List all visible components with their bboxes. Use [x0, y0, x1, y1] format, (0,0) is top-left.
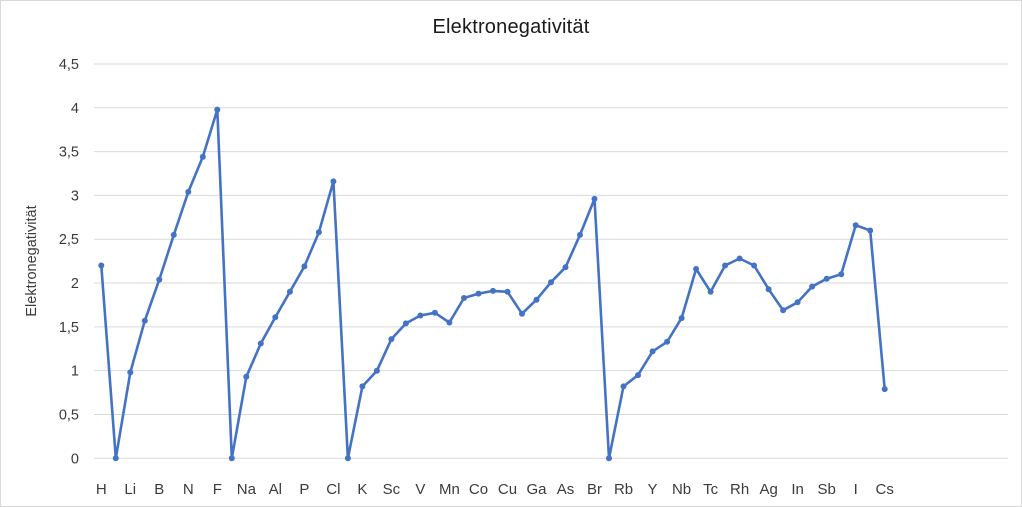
data-point: [228, 455, 235, 462]
x-tick-label: B: [154, 481, 164, 498]
data-point: [257, 340, 264, 347]
data-point: [548, 279, 554, 286]
data-point: [678, 315, 685, 322]
data-point: [461, 295, 467, 301]
data-point: [170, 231, 177, 238]
y-tick-label: 0,5: [59, 407, 79, 423]
data-point: [881, 386, 888, 393]
x-tick-label: Sb: [817, 481, 835, 498]
x-tick-label: I: [854, 481, 858, 498]
data-point: [823, 275, 830, 282]
x-tick-label: N: [183, 481, 194, 498]
x-tick-label: Ag: [759, 481, 777, 498]
x-tick-label: Cs: [876, 481, 894, 498]
data-point: [185, 188, 192, 195]
x-tick-label: Ga: [526, 481, 547, 498]
x-tick-label: Tc: [703, 481, 719, 498]
data-point: [301, 263, 308, 270]
data-point: [156, 276, 163, 283]
y-tick-label: 3: [71, 188, 79, 204]
x-tick-label: F: [213, 481, 222, 498]
data-point: [359, 383, 366, 390]
data-point: [562, 264, 569, 271]
y-tick-label: 2,5: [59, 232, 79, 248]
x-tick-label: Nb: [672, 481, 691, 498]
x-tick-label: K: [357, 481, 367, 498]
x-tick-label: Rb: [614, 481, 633, 498]
data-point: [402, 320, 409, 327]
x-tick-label: V: [415, 481, 425, 498]
x-tick-label: Li: [124, 481, 136, 498]
x-tick-label: Na: [237, 481, 257, 498]
x-tick-label: Co: [469, 481, 488, 498]
y-tick-label: 1,5: [59, 320, 79, 336]
data-point: [417, 312, 424, 319]
x-tick-label: Cu: [498, 481, 517, 498]
data-point: [577, 231, 583, 238]
x-tick-label: H: [96, 481, 107, 498]
data-point: [780, 307, 787, 314]
chart-title: Elektronegativität: [432, 16, 590, 38]
data-point: [519, 310, 525, 317]
data-point: [664, 338, 671, 345]
data-point: [431, 309, 438, 316]
data-point: [707, 288, 714, 295]
data-point: [867, 227, 874, 234]
data-point: [693, 266, 700, 272]
data-point: [214, 106, 221, 113]
data-point: [272, 314, 279, 321]
data-point: [127, 369, 134, 376]
data-point: [373, 367, 380, 374]
x-tick-label: Sc: [383, 481, 401, 498]
data-point: [852, 222, 859, 229]
y-tick-label: 4: [71, 101, 79, 117]
data-point: [243, 373, 250, 380]
data-series-line: [100, 108, 887, 460]
data-point: [490, 287, 496, 294]
data-point: [112, 455, 119, 462]
x-tick-label: As: [557, 481, 575, 498]
data-point: [141, 317, 148, 324]
data-point: [736, 255, 743, 262]
data-point: [286, 288, 293, 295]
data-point: [809, 283, 816, 290]
x-tick-label: Rh: [730, 481, 749, 498]
x-tick-label: Mn: [439, 481, 460, 498]
y-tick-label: 4,5: [59, 57, 79, 73]
x-tick-label: Y: [648, 481, 658, 498]
x-tick-label: Al: [269, 481, 282, 498]
data-point: [591, 195, 598, 202]
data-point: [388, 336, 395, 343]
data-point: [765, 286, 772, 293]
data-point: [504, 288, 511, 295]
data-point: [330, 178, 337, 185]
y-tick-label: 2: [71, 276, 79, 292]
data-point: [446, 319, 453, 326]
data-point: [475, 290, 482, 297]
data-point: [649, 348, 656, 355]
data-point: [620, 383, 627, 390]
data-point: [635, 372, 641, 379]
data-point: [199, 153, 206, 160]
x-tick-label: P: [299, 481, 309, 498]
data-point: [838, 271, 845, 278]
y-tick-label: 1: [71, 364, 79, 380]
x-tick-label: Cl: [326, 481, 340, 498]
data-point: [533, 296, 540, 303]
y-tick-label: 3,5: [59, 145, 79, 161]
data-point: [344, 455, 351, 462]
data-point: [794, 299, 801, 306]
y-tick-label: 0: [71, 451, 79, 467]
data-point: [98, 262, 105, 269]
data-point: [606, 455, 612, 462]
x-tick-label: Br: [587, 481, 602, 498]
data-point: [751, 262, 758, 269]
data-point: [315, 229, 322, 236]
x-tick-label: In: [791, 481, 804, 498]
data-point: [722, 262, 729, 269]
